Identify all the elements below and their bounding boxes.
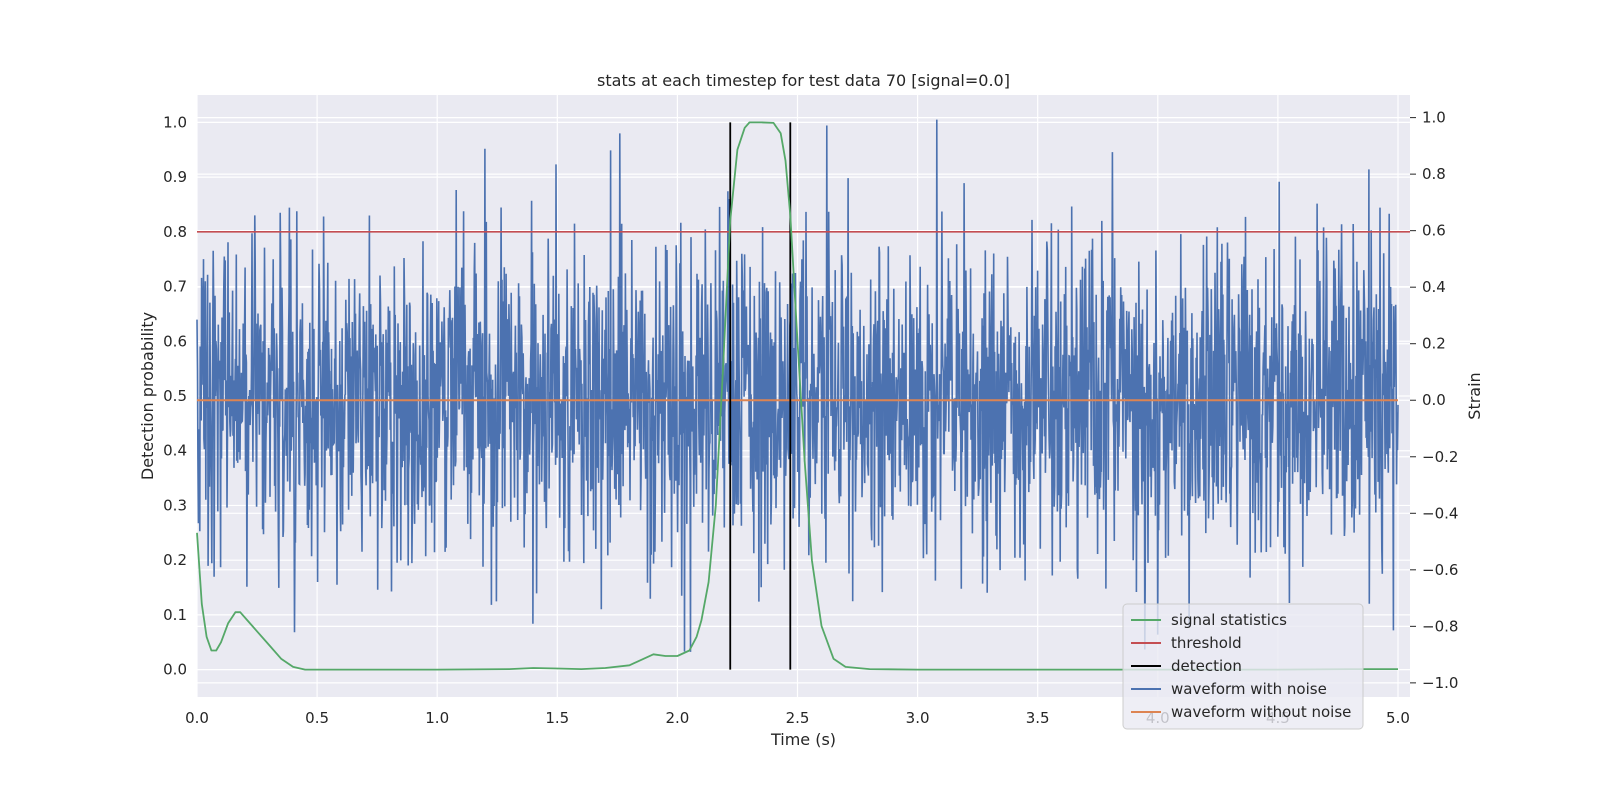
legend-entry: signal statistics — [1171, 611, 1287, 629]
signal-statistics-line — [196, 121, 1398, 671]
legend-entry: detection — [1171, 657, 1242, 675]
y2-tick-label: 0.8 — [1422, 165, 1446, 183]
waveform-with-noise-line — [196, 119, 1399, 652]
y-tick-label: 0.2 — [163, 551, 187, 569]
x-tick-label: 1.5 — [545, 709, 569, 727]
y-tick-label: 0.6 — [163, 332, 187, 350]
legend: signal statistics threshold detection wavef… — [1122, 603, 1364, 730]
chart-title: stats at each timestep for test data 70 … — [597, 71, 1010, 90]
legend-entry: waveform with noise — [1171, 680, 1327, 698]
y-tick-label: 0.9 — [163, 168, 187, 186]
y2-tick-label: 0.6 — [1422, 222, 1446, 240]
x-axis-label: Time (s) — [770, 730, 836, 749]
y2-tick-label: −1.0 — [1422, 674, 1458, 692]
x-tick-label: 2.5 — [786, 709, 810, 727]
y-tick-label: 0.7 — [163, 278, 187, 296]
y-tick-label: 0.1 — [163, 606, 187, 624]
y2-tick-label: 1.0 — [1422, 109, 1446, 127]
waveform-layer — [196, 119, 1399, 652]
y2-tick-label: −0.2 — [1422, 448, 1458, 466]
legend-box — [1122, 603, 1364, 730]
y2-tick-label: 0.0 — [1422, 391, 1446, 409]
x-tick-label: 3.0 — [906, 709, 930, 727]
overlay-layer — [196, 121, 1410, 671]
x-tick-label: 0.0 — [185, 709, 209, 727]
y2-tick-label: 0.4 — [1422, 278, 1446, 296]
y2-tick-label: 0.2 — [1422, 335, 1446, 353]
x-tick-label: 5.0 — [1386, 709, 1410, 727]
x-tick-label: 0.5 — [305, 709, 329, 727]
y-tick-label: 0.3 — [163, 496, 187, 514]
y-tick-label: 1.0 — [163, 113, 187, 131]
legend-entry: waveform without noise — [1171, 703, 1351, 721]
x-tick-label: 2.0 — [665, 709, 689, 727]
legend-entry: threshold — [1171, 634, 1242, 652]
y-tick-label: 0.8 — [163, 223, 187, 241]
y2-axis-label: Strain — [1465, 372, 1484, 419]
y-tick-label: 0.0 — [163, 661, 187, 679]
y2-tick-label: −0.4 — [1422, 504, 1458, 522]
x-tick-label: 1.0 — [425, 709, 449, 727]
y-axis-label: Detection probability — [138, 312, 157, 480]
axes-layer: 0.00.51.01.52.02.53.03.54.04.55.00.00.10… — [163, 109, 1458, 727]
y2-tick-label: −0.6 — [1422, 561, 1458, 579]
y-tick-label: 0.5 — [163, 387, 187, 405]
y-tick-label: 0.4 — [163, 442, 187, 460]
y2-tick-label: −0.8 — [1422, 617, 1458, 635]
x-tick-label: 3.5 — [1026, 709, 1050, 727]
